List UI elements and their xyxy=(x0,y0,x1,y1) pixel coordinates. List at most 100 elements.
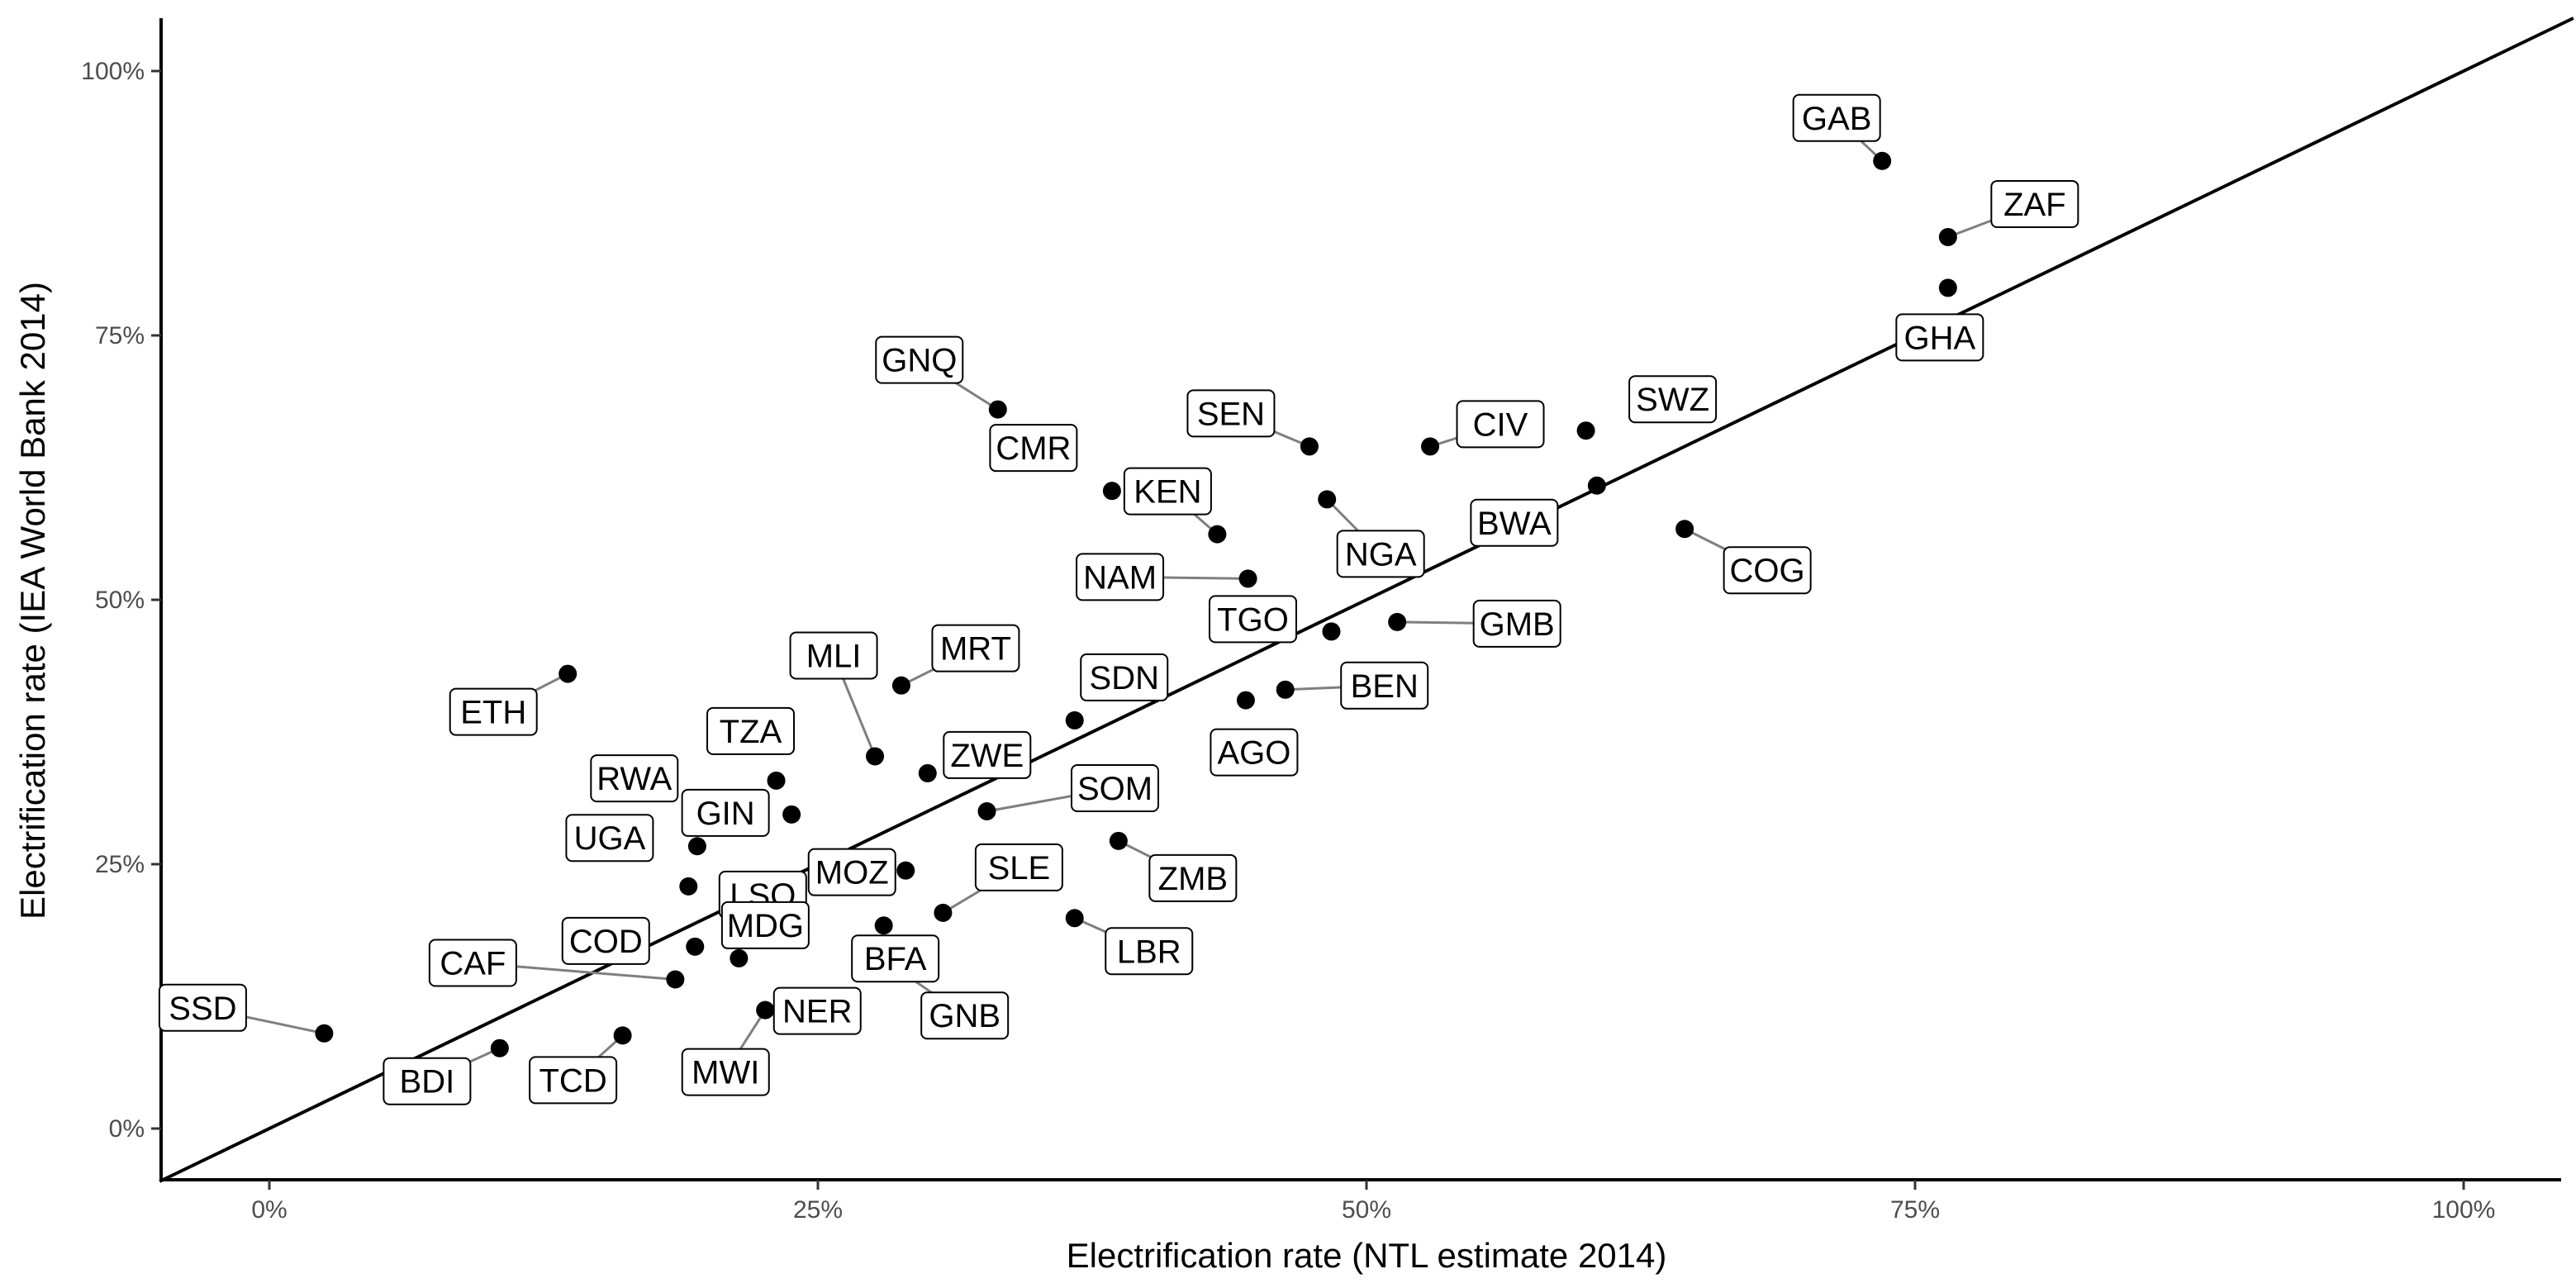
data-point-gnq xyxy=(988,400,1007,419)
label-text: SLE xyxy=(988,850,1051,886)
point-label-mdg: MDG xyxy=(720,901,810,949)
label-box xyxy=(1336,530,1425,578)
label-box xyxy=(681,788,770,837)
label-box xyxy=(875,335,964,384)
point-label-rwa: RWA xyxy=(590,754,679,803)
point-label-nga: NGA xyxy=(1336,530,1425,578)
label-text: CMR xyxy=(996,430,1071,467)
label-text: SWZ xyxy=(1636,382,1709,418)
label-box xyxy=(1628,375,1718,424)
label-text: BDI xyxy=(400,1064,455,1100)
data-point-gab xyxy=(1873,151,1892,170)
data-point-tza xyxy=(767,771,786,790)
label-box xyxy=(1472,599,1561,648)
data-point-mrt xyxy=(891,676,910,695)
data-point-tgo xyxy=(1322,622,1341,641)
label-text: SEN xyxy=(1197,396,1265,432)
label-box xyxy=(158,983,247,1032)
label-box xyxy=(989,424,1078,473)
data-point-zaf xyxy=(1938,227,1957,246)
point-label-gab: GAB xyxy=(1792,93,1881,142)
data-point-sle xyxy=(934,903,953,922)
point-label-lbr: LBR xyxy=(1105,927,1194,976)
label-text: ZWE xyxy=(950,738,1024,774)
label-text: NAM xyxy=(1083,559,1157,596)
point-label-ner: NER xyxy=(772,986,862,1035)
point-label-zwe: ZWE xyxy=(943,730,1032,779)
label-box xyxy=(428,939,517,987)
label-text: BWA xyxy=(1477,506,1552,542)
label-text: ETH xyxy=(460,695,526,731)
data-point-ssd xyxy=(315,1024,334,1043)
label-box xyxy=(1723,546,1812,595)
data-point-gha xyxy=(1938,278,1957,297)
label-text: LBR xyxy=(1117,934,1181,970)
data-point-zmb xyxy=(1109,831,1128,850)
point-label-ssd: SSD xyxy=(158,983,247,1032)
point-label-cod: COD xyxy=(561,916,650,965)
label-text: CIV xyxy=(1473,406,1528,443)
reference-line xyxy=(159,17,2574,1183)
data-points xyxy=(315,151,1957,1057)
label-text: KEN xyxy=(1134,474,1201,511)
point-label-sle: SLE xyxy=(974,843,1063,891)
label-text: COG xyxy=(1730,553,1805,589)
point-label-bfa: BFA xyxy=(851,934,940,983)
data-point-bwa xyxy=(1587,476,1606,495)
point-label-sen: SEN xyxy=(1186,389,1276,438)
label-text: NER xyxy=(782,994,852,1030)
axes: 0% 25% 50% 75% 100% 0% 25% 50% 75% 100% xyxy=(81,18,2561,1224)
label-text: AGO xyxy=(1217,735,1290,772)
point-label-caf: CAF xyxy=(428,939,517,987)
point-label-som: SOM xyxy=(1071,764,1160,812)
label-box xyxy=(1186,389,1276,438)
point-label-tgo: TGO xyxy=(1209,595,1298,644)
label-text: TCD xyxy=(539,1062,607,1099)
data-point-mli xyxy=(866,747,885,766)
label-box xyxy=(772,986,862,1035)
data-point-nga xyxy=(1318,490,1337,509)
data-point-gin xyxy=(782,805,801,824)
point-label-zmb: ZMB xyxy=(1148,853,1238,902)
label-text: GNB xyxy=(929,998,1000,1034)
y-axis-title: Electrification rate (IEA World Bank 201… xyxy=(13,282,52,920)
label-text: MDG xyxy=(727,908,804,944)
label-box xyxy=(1470,498,1559,547)
x-tick-label: 75% xyxy=(1890,1196,1940,1224)
data-point-cmr xyxy=(1102,482,1121,501)
label-text: MRT xyxy=(940,631,1011,668)
point-label-sdn: SDN xyxy=(1080,653,1169,701)
point-label-gin: GIN xyxy=(681,788,770,837)
data-point-bdi xyxy=(490,1038,509,1057)
point-label-cog: COG xyxy=(1723,546,1812,595)
label-text: BEN xyxy=(1351,668,1419,705)
label-text: MWI xyxy=(692,1055,759,1091)
point-label-mrt: MRT xyxy=(931,624,1020,673)
label-text: GHA xyxy=(1903,320,1975,356)
label-box xyxy=(1080,653,1169,701)
data-point-tcd xyxy=(613,1026,632,1045)
point-label-moz: MOZ xyxy=(807,848,896,896)
label-box xyxy=(1209,595,1298,644)
data-point-mwi xyxy=(756,1000,775,1019)
label-box xyxy=(789,631,878,680)
y-tick-label: 100% xyxy=(81,58,145,85)
label-text: ZAF xyxy=(2003,187,2066,223)
label-box xyxy=(851,934,940,983)
label-text: SSD xyxy=(169,991,236,1027)
data-point-lbr xyxy=(1065,909,1084,928)
data-point-uga xyxy=(687,837,706,856)
point-label-cmr: CMR xyxy=(989,424,1078,473)
data-point-moz xyxy=(896,861,915,880)
data-point-gmb xyxy=(1388,612,1407,631)
x-tick-label: 50% xyxy=(1342,1196,1391,1224)
label-box xyxy=(920,991,1010,1040)
label-text: GNQ xyxy=(882,343,957,379)
label-text: ZMB xyxy=(1158,861,1228,897)
point-label-ben: BEN xyxy=(1340,661,1429,710)
label-text: COD xyxy=(569,924,643,960)
x-tick-label: 25% xyxy=(793,1196,843,1224)
label-box xyxy=(1105,927,1194,976)
